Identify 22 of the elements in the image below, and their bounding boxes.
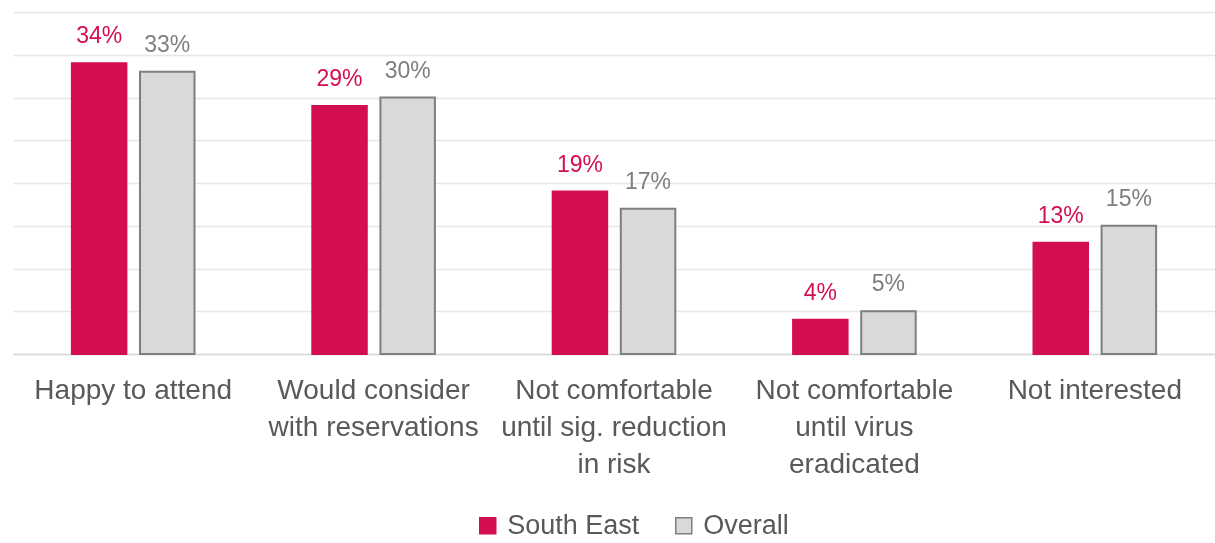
bar (551, 190, 609, 355)
x-tick-label: Not comfortable until sig. reduction in risk (501, 373, 727, 479)
legend-label: Overall (703, 509, 789, 540)
data-label: 17% (625, 167, 672, 194)
data-label: 29% (316, 65, 363, 92)
data-label: 30% (384, 56, 431, 83)
x-tick-label: Not interested (1007, 373, 1182, 405)
legend-label: South East (507, 509, 640, 540)
x-tick-label: Happy to attend (34, 373, 233, 405)
data-label: 34% (76, 22, 123, 49)
data-label: 13% (1037, 201, 1084, 228)
bar (311, 105, 368, 355)
x-tick-label: Would consider with reservations (267, 373, 479, 442)
bar (70, 62, 128, 355)
data-label: 5% (871, 270, 906, 297)
data-label: 19% (556, 150, 603, 177)
data-label: 33% (144, 30, 191, 57)
bar (792, 318, 849, 355)
x-tick-label: Not comfortable until virus eradicated (755, 373, 954, 479)
bar (1032, 241, 1089, 355)
data-label: 15% (1105, 184, 1152, 211)
data-label: 4% (803, 278, 837, 305)
